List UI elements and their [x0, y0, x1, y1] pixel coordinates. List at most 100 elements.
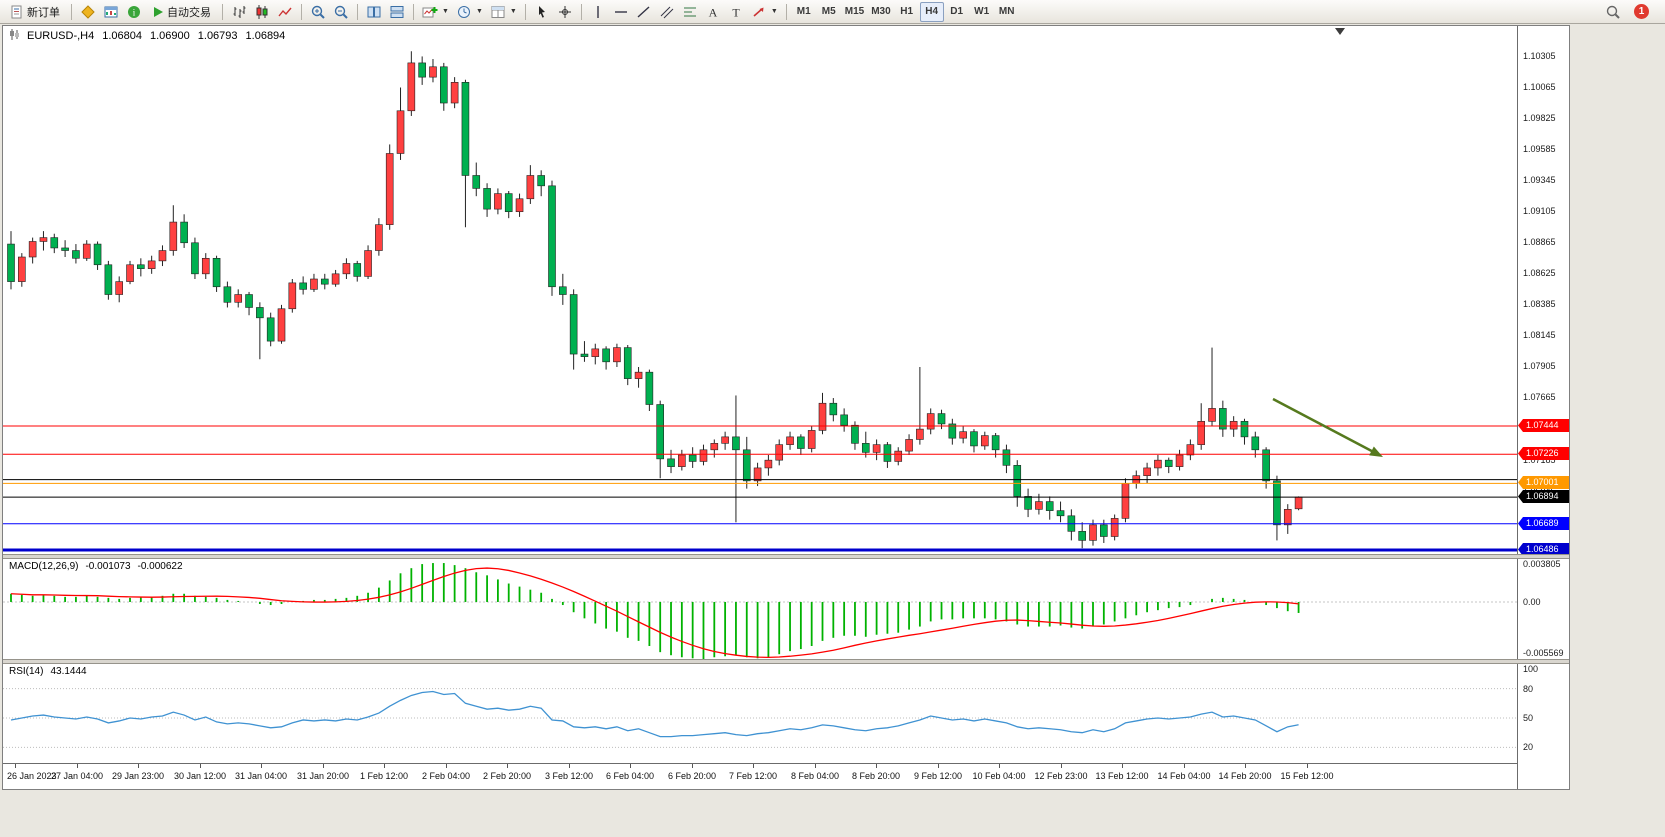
timeframe-button-m5[interactable]: M5: [817, 2, 841, 22]
timeframe-button-m15[interactable]: M15: [842, 2, 867, 22]
tile-horizontal-button[interactable]: [386, 2, 408, 22]
panel-splitter[interactable]: [3, 659, 1569, 664]
candle-body: [1154, 459, 1162, 469]
line-chart-button[interactable]: [274, 2, 296, 22]
time-axis-tick: [876, 764, 877, 768]
ohlc-close: 1.06894: [245, 30, 286, 42]
time-axis-tick: [1061, 764, 1062, 768]
fibonacci-button[interactable]: [679, 2, 701, 22]
candle-body: [126, 264, 134, 282]
candle-body: [1262, 449, 1270, 482]
timeframe-button-m30[interactable]: M30: [868, 2, 893, 22]
time-axis-label: 8 Feb 20:00: [851, 771, 901, 781]
candle-body: [721, 436, 729, 444]
candle-body: [191, 242, 199, 275]
crosshair-button[interactable]: [554, 2, 576, 22]
rsi-axis-label: 20: [1523, 742, 1534, 752]
price-axis-label: 1.10065: [1523, 82, 1556, 92]
timeframe-button-h4[interactable]: H4: [919, 1, 944, 22]
trendline-button[interactable]: [633, 2, 655, 22]
zoom-in-button[interactable]: [307, 2, 329, 22]
info-button[interactable]: i: [123, 2, 145, 22]
timeframe-button-mn[interactable]: MN: [995, 2, 1019, 22]
candle-body: [223, 286, 232, 303]
candlestick-chart-button[interactable]: [251, 2, 273, 22]
candle-body: [7, 243, 15, 282]
auto-trading-button[interactable]: 自动交易: [146, 2, 217, 22]
price-axis-label: 1.08385: [1523, 299, 1556, 309]
templates-button[interactable]: ▼: [487, 2, 520, 22]
trend-arrow-line[interactable]: [1272, 397, 1377, 455]
candle-body: [970, 431, 978, 447]
chart-plot-area[interactable]: [3, 26, 1517, 789]
time-axis-tick: [77, 764, 78, 768]
candle-body: [515, 198, 524, 213]
time-axis-tick: [938, 764, 939, 768]
new-chart-button[interactable]: ▼: [419, 2, 452, 22]
crosshair-icon: [557, 4, 573, 20]
tile-windows-button[interactable]: [363, 2, 385, 22]
notification-badge[interactable]: 1: [1634, 4, 1649, 19]
time-axis-label: 30 Jan 12:00: [173, 771, 227, 781]
price-axis-label: 1.08145: [1523, 330, 1556, 340]
price-axis-label: 1.07665: [1523, 392, 1556, 402]
candle-body: [526, 175, 535, 200]
channel-button[interactable]: [656, 2, 678, 22]
time-axis-label: 13 Feb 12:00: [1095, 771, 1149, 781]
market-watch-button[interactable]: [77, 2, 99, 22]
candle-body: [959, 431, 967, 439]
candle-body: [1078, 531, 1086, 541]
new-order-button[interactable]: 新订单: [4, 2, 66, 22]
time-axis-tick: [815, 764, 816, 768]
candle-body: [580, 353, 589, 357]
zoom-in-icon: [310, 4, 326, 20]
chart-shift-marker[interactable]: [1335, 28, 1345, 35]
arrows-button[interactable]: ▼: [748, 2, 781, 22]
candle-body: [256, 307, 264, 319]
time-axis[interactable]: 26 Jan 2023 27 Jan 04:00 29 Jan 23:00 30 Ja…: [3, 763, 1517, 789]
horizontal-line-button[interactable]: [610, 2, 632, 22]
bar-chart-button[interactable]: [228, 2, 250, 22]
candle-body: [991, 435, 1000, 451]
time-axis-label: 29 Jan 23:00: [111, 771, 165, 781]
candle-body: [234, 294, 243, 303]
rsi-axis-label: 100: [1523, 664, 1539, 674]
time-axis-tick: [323, 764, 324, 768]
new-order-icon: [10, 5, 24, 19]
timeframe-button-h1[interactable]: H1: [895, 2, 919, 22]
toolbar-right: 1: [1602, 2, 1661, 22]
chevron-down-icon: ▼: [509, 8, 517, 15]
time-axis-tick: [569, 764, 570, 768]
trend-arrow-head[interactable]: [1369, 446, 1383, 457]
candle-body: [212, 257, 221, 288]
chart-symbol-icon: [9, 29, 19, 43]
chevron-down-icon: ▼: [442, 8, 449, 15]
timeframe-button-w1[interactable]: W1: [970, 2, 994, 22]
price-badge: 1.07226: [1518, 447, 1569, 460]
data-window-button[interactable]: [100, 2, 122, 22]
text-button[interactable]: A: [702, 2, 724, 22]
vertical-line-button[interactable]: [587, 2, 609, 22]
toolbar-separator: [580, 3, 582, 20]
time-axis-label: 14 Feb 04:00: [1157, 771, 1211, 781]
zoom-out-button[interactable]: [330, 2, 352, 22]
search-button[interactable]: [1602, 2, 1624, 22]
main-toolbar: 新订单 i 自动交易 ▼ ▼ ▼ A T ▼ M1 M5 M15 M30 H1 H4 D1 W…: [0, 0, 1665, 24]
candle-body: [916, 428, 924, 440]
time-axis-tick: [1245, 764, 1246, 768]
price-axis[interactable]: 1.10305 1.10065 1.09825 1.09585 1.09345 1.091…: [1517, 26, 1569, 789]
diamond-icon: [80, 4, 96, 20]
cursor-button[interactable]: [531, 2, 553, 22]
candle-body: [742, 449, 751, 482]
label-button[interactable]: T: [725, 2, 747, 22]
price-axis-label: 1.09345: [1523, 175, 1556, 185]
candle-body: [50, 237, 59, 249]
timeframe-button-d1[interactable]: D1: [945, 2, 969, 22]
candle-body: [180, 221, 188, 244]
timeframe-button-m1[interactable]: M1: [792, 2, 816, 22]
candle-body: [1186, 444, 1195, 456]
candle-body: [678, 454, 686, 467]
periods-button[interactable]: ▼: [453, 2, 486, 22]
chart-header: EURUSD-,H4 1.06804 1.06900 1.06793 1.068…: [9, 29, 285, 43]
panel-splitter[interactable]: [3, 554, 1569, 559]
